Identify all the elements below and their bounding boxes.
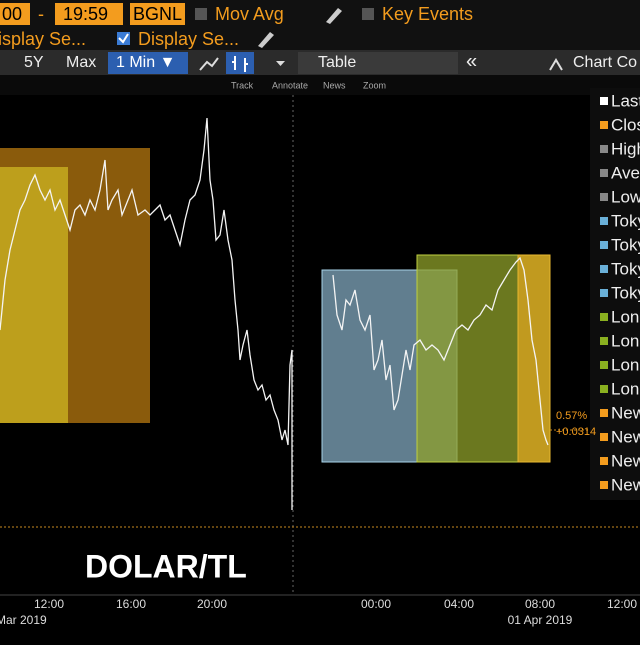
bar-icon-box[interactable] [226,52,254,74]
price-line [0,117,293,510]
x-tick-label: 08:00 [525,597,555,611]
collapse[interactable]: « [466,50,477,72]
legend-swatch [600,313,608,321]
table[interactable]: Table [318,54,356,71]
legend-label: Clos [611,115,640,134]
display-settings[interactable]: isplay Se... [0,29,86,49]
check-mark [118,33,129,44]
time-box[interactable] [0,3,30,25]
mov-avg[interactable]: Mov Avg [215,4,284,24]
x-date-label: 01 Apr 2019 [508,613,573,627]
x-date-label: Mar 2019 [0,613,47,627]
checkbox[interactable] [362,8,374,20]
x-tick-label: 12:00 [34,597,64,611]
caption: DOLAR/TL [85,548,247,584]
source-box[interactable] [130,3,185,25]
legend-swatch [600,217,608,225]
checkbox[interactable] [195,8,207,20]
legend-label: New [611,451,640,470]
legend-swatch [600,265,608,273]
range-5y[interactable]: 5Y [24,54,44,71]
session-box [0,167,68,423]
dropdown[interactable] [276,61,285,66]
interval[interactable]: 1 Min ▼ [116,54,175,71]
legend-label: Low [611,187,640,206]
dash: - [38,4,44,24]
chart-icon [549,58,563,71]
legend-swatch [600,409,608,417]
legend-label: Lond [611,331,640,350]
legend-label: Lond [611,307,640,326]
x-tick-label: 00:00 [361,597,391,611]
legend-swatch [600,481,608,489]
tool-strip [0,75,640,95]
legend-swatch [600,337,608,345]
legend-label: Last [611,91,640,110]
legend-label: Aver [611,163,640,182]
bar-icon [232,56,248,72]
legend-label: Toky [611,283,640,302]
legend-swatch [600,121,608,129]
legend-swatch [600,169,608,177]
source[interactable]: BGNL [133,4,182,24]
legend-label: New [611,427,640,446]
legend-swatch [600,385,608,393]
tool[interactable]: Track [231,80,254,90]
legend-swatch [600,457,608,465]
display-settings[interactable]: Display Se... [138,29,239,49]
legend-swatch [600,361,608,369]
tool[interactable]: Annotate [272,80,308,90]
time-box[interactable] [55,3,123,25]
chart-config[interactable]: Chart Co [573,54,637,71]
x-tick-label: 16:00 [116,597,146,611]
line-icon[interactable] [199,57,219,71]
change-percent: 0.57% [556,410,587,422]
legend-label: Toky [611,211,640,230]
change-value: +0.0314 [556,426,596,438]
table-button[interactable] [298,52,458,74]
key-events[interactable]: Key Events [382,4,473,24]
start-time[interactable]: 00 [2,4,22,24]
x-tick-label: 20:00 [197,597,227,611]
price-line [332,256,549,446]
legend-label: High [611,139,640,158]
session-box [517,254,551,463]
x-tick-label: 04:00 [444,597,474,611]
legend-swatch [600,193,608,201]
pen-icon[interactable] [326,8,342,24]
legend-swatch [600,289,608,297]
legend-label: Lond [611,355,640,374]
legend-label: New [611,475,640,494]
tool[interactable]: News [323,80,346,90]
legend-label: New [611,403,640,422]
x-tick-label: 12:00 [607,597,637,611]
tool[interactable]: Zoom [363,80,386,90]
legend-swatch [600,97,608,105]
legend-swatch [600,145,608,153]
legend-panel [590,88,640,500]
end-time[interactable]: 19:59 [63,4,108,24]
legend-label: Toky [611,235,640,254]
interval-box[interactable] [108,52,188,74]
pen-icon[interactable] [258,32,274,48]
legend-label: Toky [611,259,640,278]
legend-swatch [600,241,608,249]
legend-label: Lond [611,379,640,398]
legend-swatch [600,433,608,441]
range-max[interactable]: Max [66,54,96,71]
